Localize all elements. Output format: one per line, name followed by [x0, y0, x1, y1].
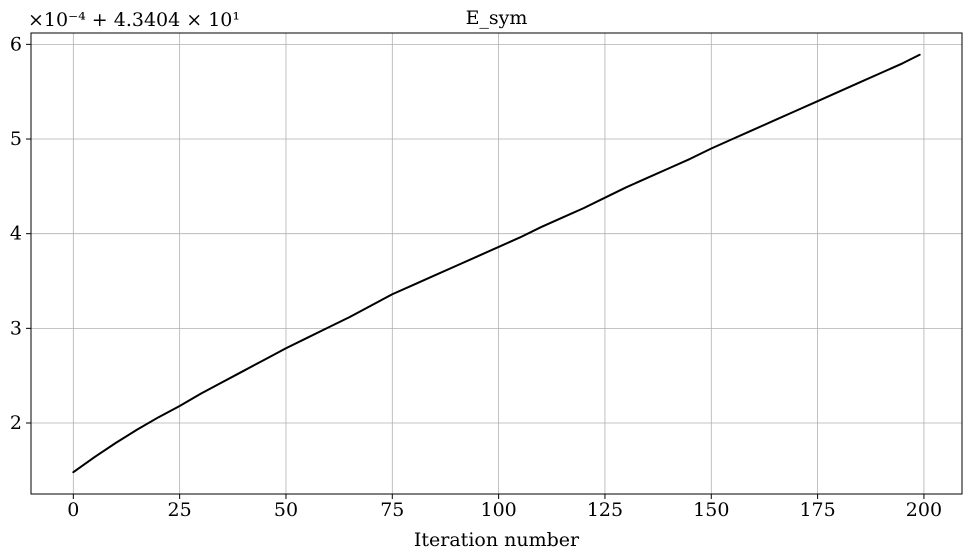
x-tick-label: 150	[693, 499, 729, 521]
x-axis-label: Iteration number	[414, 529, 580, 551]
y-tick-label: 5	[10, 128, 22, 150]
x-tick-label: 200	[906, 499, 942, 521]
grid	[31, 33, 962, 494]
x-tick-label: 25	[168, 499, 192, 521]
chart-title: E_sym	[466, 7, 528, 29]
y-tick-label: 6	[10, 33, 22, 55]
series-line	[72, 53, 921, 474]
y-offset-label: ×10⁻⁴ + 4.3404 × 10¹	[28, 9, 240, 31]
x-tick-label: 50	[274, 499, 298, 521]
x-tick-label: 0	[67, 499, 79, 521]
plot-frame	[30, 32, 963, 495]
x-tick-label: 125	[587, 499, 623, 521]
ticks: 0 25 50 75 100 125 150 175 200 2 3 4 5 6	[10, 33, 942, 521]
x-tick-label: 175	[799, 499, 835, 521]
y-tick-label: 4	[10, 223, 22, 245]
x-tick-label: 100	[480, 499, 516, 521]
x-tick-label: 75	[380, 499, 404, 521]
y-tick-label: 3	[10, 317, 22, 339]
series-layer	[72, 53, 921, 474]
y-tick-label: 2	[10, 412, 22, 434]
